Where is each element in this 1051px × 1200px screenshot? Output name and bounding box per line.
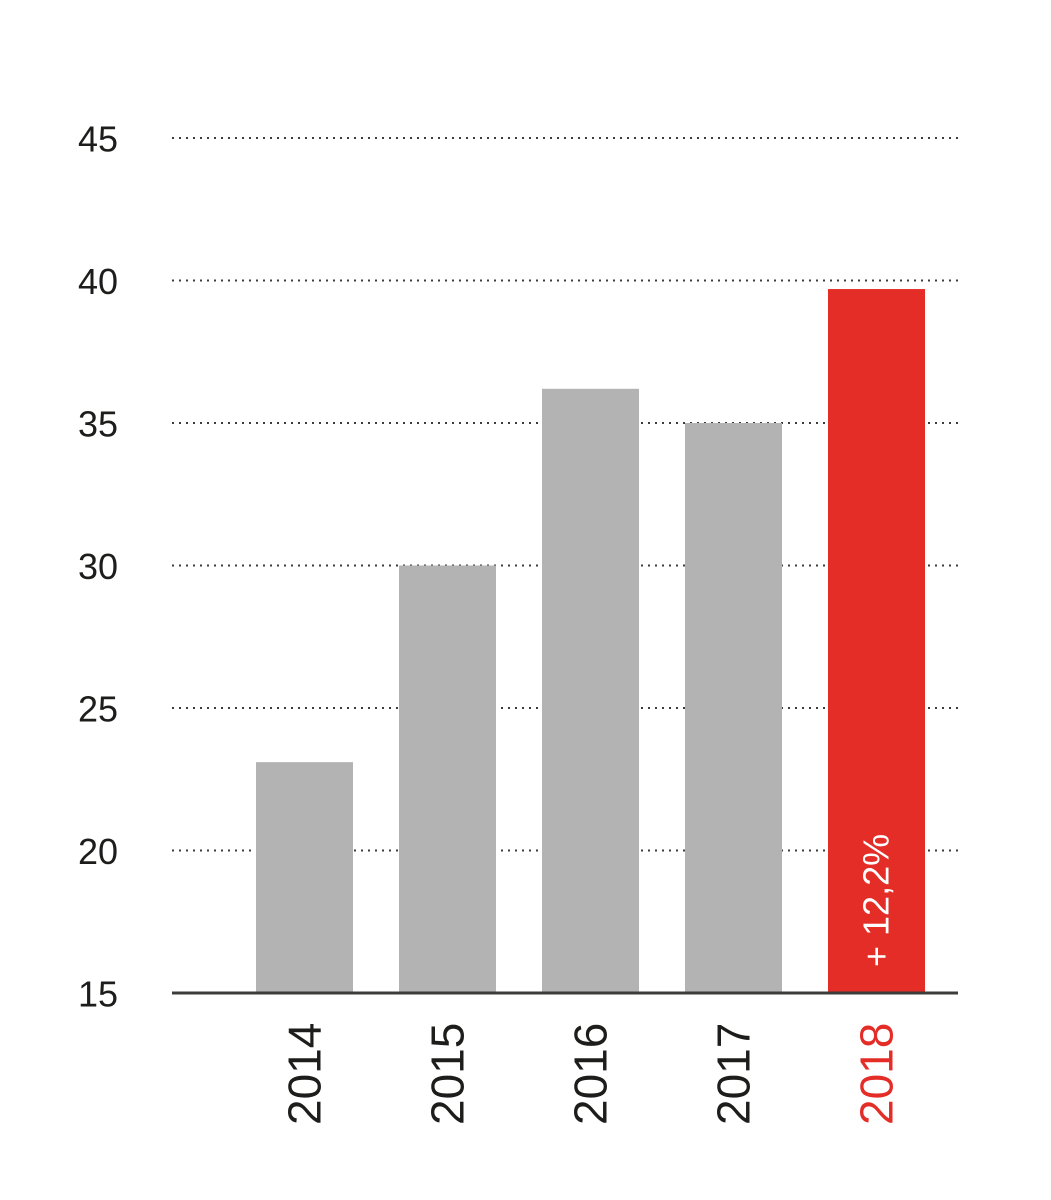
y-tick-label-20: 20 (78, 831, 118, 872)
x-tick-label-2014: 2014 (279, 1023, 331, 1125)
bar-2018 (828, 289, 925, 993)
bar-2016 (542, 388, 639, 993)
y-tick-label-35: 35 (78, 404, 118, 445)
x-tick-labels: 2014 2015 2016 2017 2018 (279, 1023, 903, 1125)
x-tick-label-2018: 2018 (851, 1023, 903, 1125)
x-tick-label-2016: 2016 (565, 1023, 617, 1125)
y-tick-label-15: 15 (78, 974, 118, 1015)
y-tick-label-25: 25 (78, 689, 118, 730)
bars (256, 289, 925, 993)
y-tick-label-40: 40 (78, 261, 118, 302)
annotation-2018: + 12,2% (856, 834, 897, 967)
y-tick-label-30: 30 (78, 546, 118, 587)
bar-2015 (399, 565, 496, 993)
x-tick-label-2017: 2017 (708, 1023, 760, 1125)
bar-2017 (685, 423, 782, 993)
y-tick-label-45: 45 (78, 119, 118, 160)
bar-2014 (256, 762, 353, 993)
y-tick-labels: 15 20 25 30 35 40 45 (78, 119, 118, 1015)
annotations: + 12,2% (856, 834, 897, 967)
x-tick-label-2015: 2015 (422, 1023, 474, 1125)
